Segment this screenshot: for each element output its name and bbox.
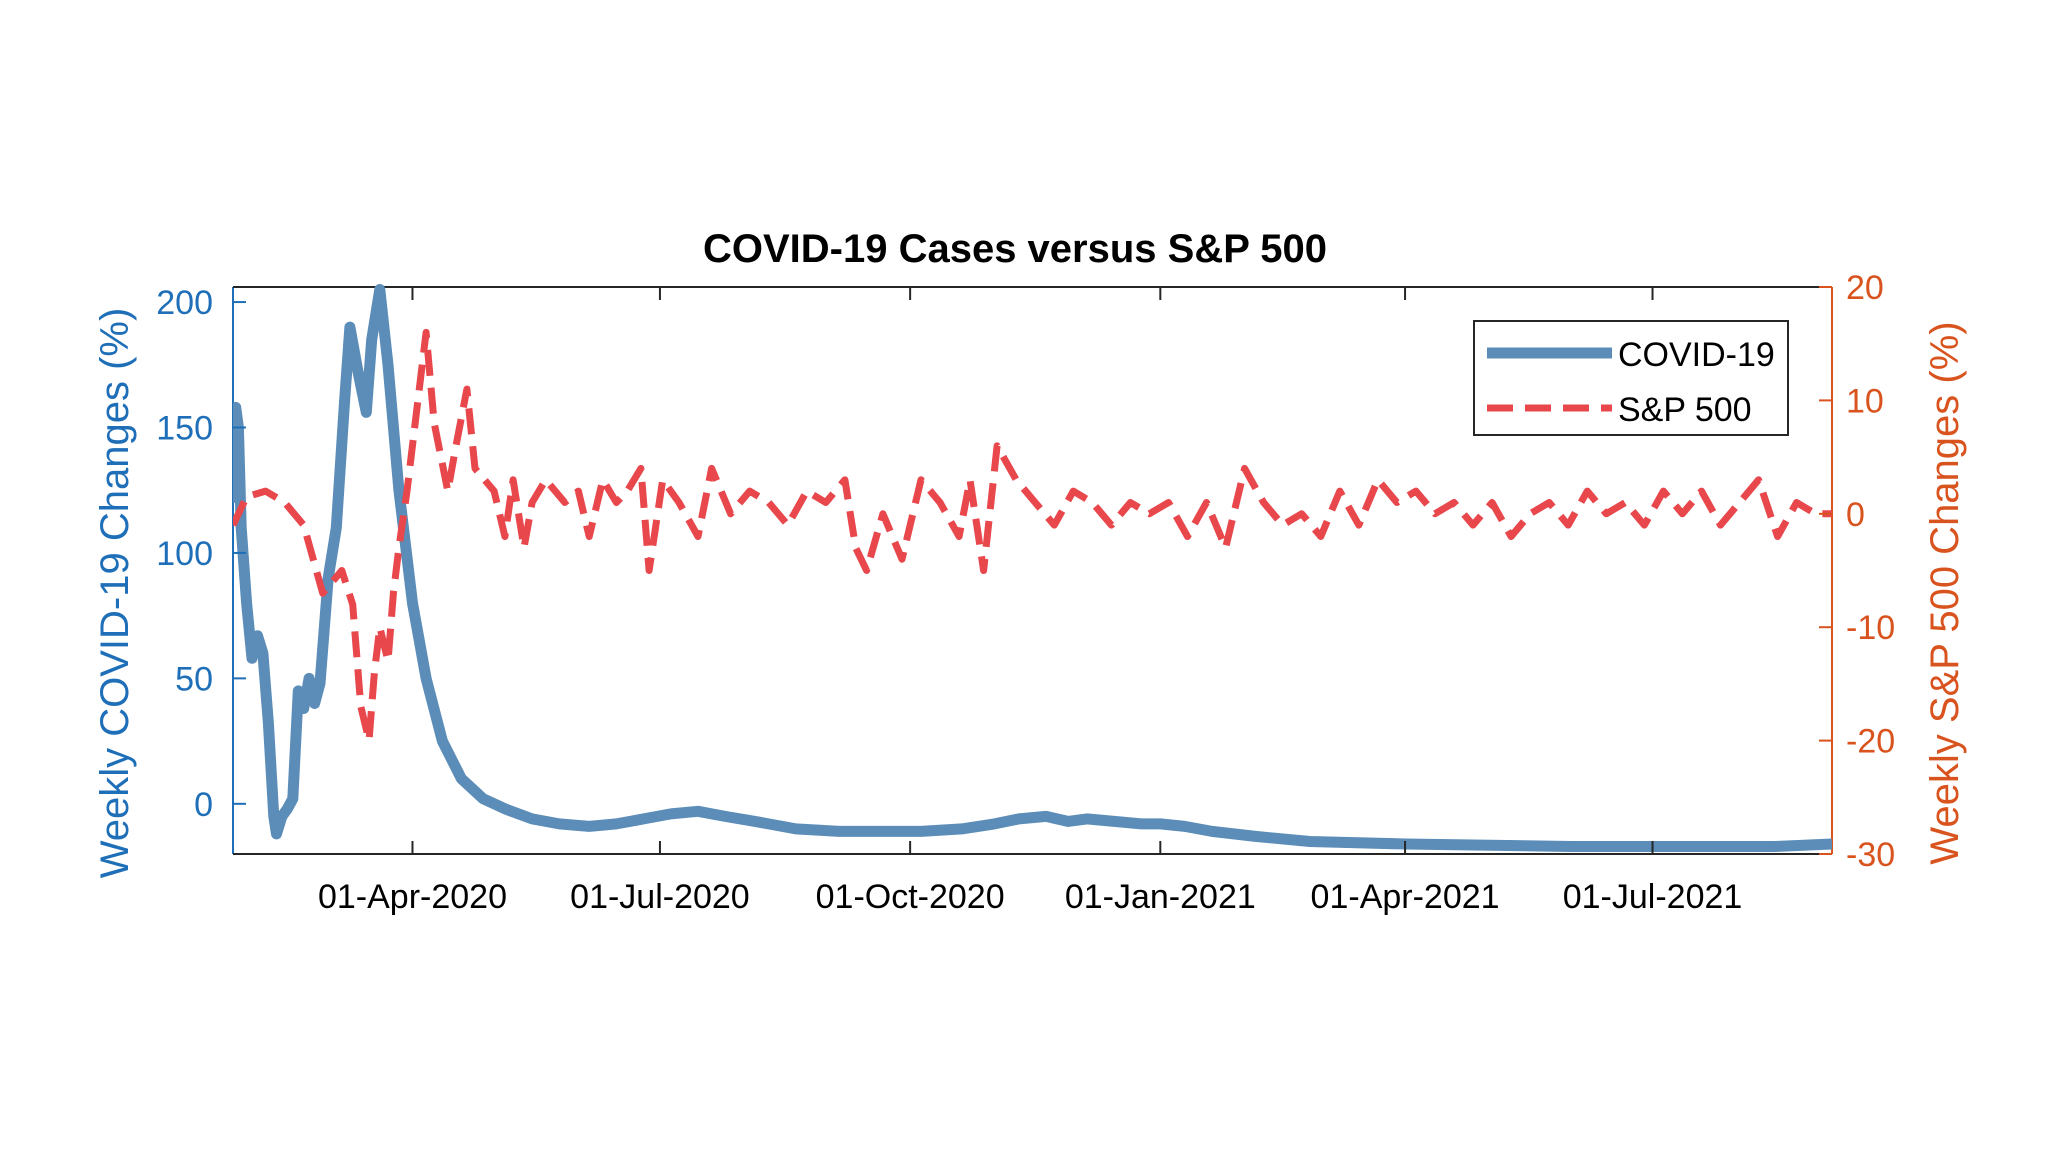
x-tick-label: 01-Jul-2021	[1563, 878, 1743, 916]
legend-label-sp500: S&P 500	[1618, 391, 1752, 429]
y-left-tick-label: 200	[156, 284, 213, 322]
x-tick-label: 01-Oct-2020	[816, 878, 1005, 916]
y-left-tick-label: 50	[175, 660, 213, 698]
chart-title: COVID-19 Cases versus S&P 500	[703, 227, 1327, 271]
y-right-tick-label: -10	[1846, 609, 1895, 647]
x-tick-label: 01-Apr-2020	[318, 878, 507, 916]
y-right-tick-label: 10	[1846, 382, 1884, 420]
series-layer	[233, 284, 1832, 852]
ticks-layer: 01-Apr-2020 01-Jul-2020 01-Oct-2020 01-Jan-…	[156, 269, 1895, 916]
y-left-tick-label: 0	[194, 786, 213, 824]
y-axis-right-title: Weekly S&P 500 Changes (%)	[1923, 321, 1967, 864]
y-right-tick-label: 20	[1846, 269, 1884, 307]
series-line-sp500	[233, 328, 1832, 745]
y-right-tick-label: 0	[1846, 496, 1865, 534]
legend-box	[1473, 320, 1789, 436]
axes-frame	[232, 286, 1833, 855]
y-axis-left-title: Weekly COVID-19 Changes (%)	[93, 308, 137, 879]
x-tick-label: 01-Jan-2021	[1065, 878, 1256, 916]
y-left-tick-label: 100	[156, 535, 213, 573]
x-tick-label: 01-Jul-2020	[570, 878, 750, 916]
legend: COVID-19 S&P 500	[1473, 320, 1789, 436]
legend-label-covid: COVID-19	[1618, 336, 1775, 374]
y-left-tick-label: 150	[156, 409, 213, 447]
y-right-tick-label: -30	[1846, 836, 1895, 874]
series-line-covid	[233, 284, 1832, 852]
y-right-tick-label: -20	[1846, 723, 1895, 761]
x-tick-label: 01-Apr-2021	[1311, 878, 1500, 916]
